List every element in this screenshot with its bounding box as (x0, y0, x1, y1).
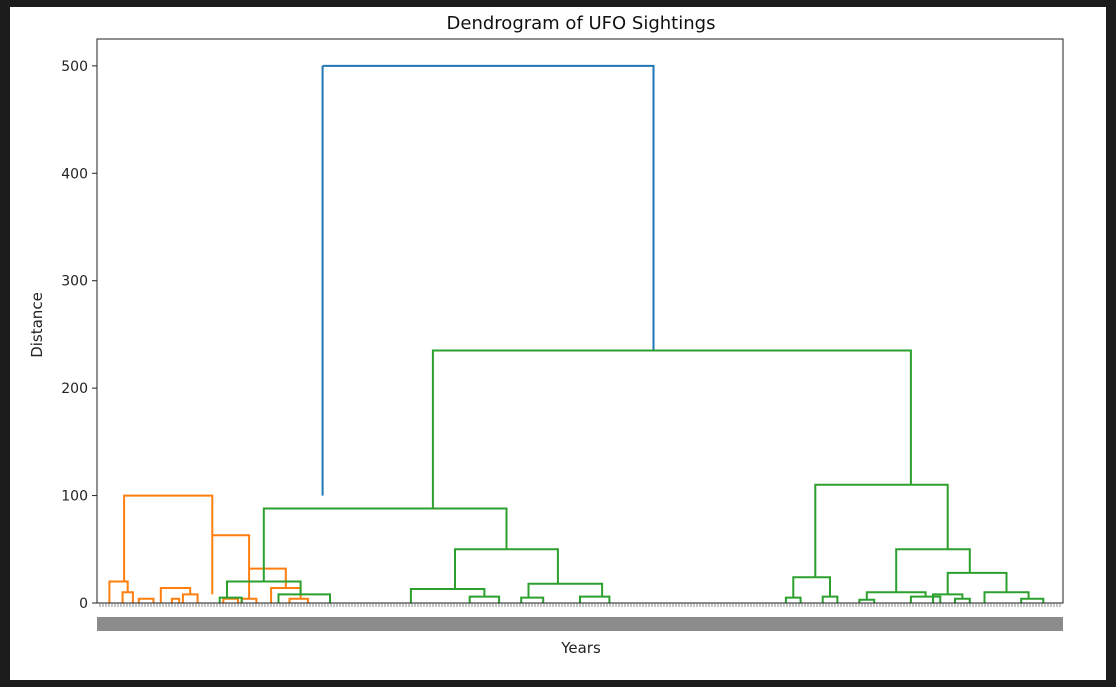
dendrogram-link-orange-13 (270, 587, 302, 603)
dendrogram-link-green-38 (1020, 597, 1045, 603)
dendrogram-link-green-34 (946, 571, 1008, 595)
dendrogram-link-green-32 (858, 598, 876, 603)
dendrogram-link-orange-6 (121, 591, 134, 603)
dendrogram-link-orange-7 (137, 597, 155, 603)
dendrogram-link-blue-0 (322, 64, 655, 351)
dendrogram-link-orange-8 (159, 587, 192, 603)
dendrogram-link-green-35 (932, 593, 964, 603)
y-tick-label: 100 (61, 489, 88, 505)
dendrogram-link-green-33 (909, 595, 942, 603)
x-axis-label: Years (560, 639, 601, 657)
dendrogram-link-orange-3 (211, 534, 251, 595)
dendrogram-link-orange-9 (170, 597, 181, 603)
dendrogram-link-orange-12 (240, 597, 258, 603)
y-tick-label: 0 (79, 596, 88, 612)
y-tick-label: 200 (61, 381, 88, 397)
dendrogram-link-orange-11 (222, 597, 239, 603)
dendrogram-link-green-18 (218, 596, 243, 603)
chart-canvas: Dendrogram of UFO Sightings 0 100 200 300 40… (10, 7, 1106, 680)
y-tick-label: 300 (61, 274, 88, 290)
dendrogram-link-green-27 (792, 576, 831, 598)
dendrogram-link-green-29 (821, 595, 839, 603)
dendrogram-link-orange-5 (108, 580, 129, 603)
y-tick-label: 400 (61, 166, 88, 182)
dendrogram-link-green-23 (527, 582, 604, 598)
dendrogram-link-green-15 (431, 349, 912, 509)
dendrogram-link-green-20 (454, 548, 559, 589)
dendrogram-link-green-37 (983, 591, 1030, 603)
y-axis-label: Distance (28, 292, 46, 358)
dendrogram-link-green-24 (520, 596, 545, 603)
dendrogram-link-green-26 (814, 483, 949, 578)
dendrogram-link-green-22 (468, 595, 501, 603)
dendrogram-link-green-21 (409, 588, 486, 603)
dendrogram-link-green-19 (277, 593, 331, 603)
dendrogram-link-green-28 (784, 596, 802, 603)
dendrogram-chart: Dendrogram of UFO Sightings 0 100 200 300 40… (28, 13, 1064, 657)
x-leaf-labels-band (97, 617, 1063, 631)
y-tick-label: 500 (61, 59, 88, 75)
dendrogram-link-orange-2 (123, 494, 214, 582)
dendrogram-link-green-31 (865, 591, 927, 600)
chart-title: Dendrogram of UFO Sightings (447, 13, 716, 34)
dendrogram-link-green-25 (579, 595, 611, 603)
dendrogram-link-green-16 (262, 507, 508, 582)
dendrogram-link-green-30 (895, 548, 971, 593)
plot-frame (96, 38, 1064, 604)
dendrogram-link-orange-10 (181, 593, 199, 603)
dendrogram-link-green-36 (954, 597, 971, 603)
dendrogram-link-orange-14 (288, 597, 309, 603)
dendrogram-link-green-17 (226, 580, 302, 598)
dendrogram-link-orange-4 (248, 567, 287, 599)
